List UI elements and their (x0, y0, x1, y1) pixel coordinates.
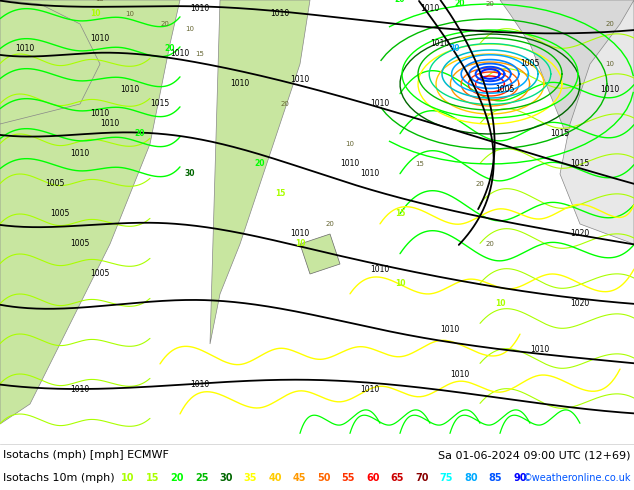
Text: 30: 30 (219, 473, 233, 483)
Text: 1010: 1010 (70, 149, 89, 158)
Text: 1005: 1005 (495, 84, 515, 94)
Text: 60: 60 (366, 473, 380, 483)
Text: 1005: 1005 (70, 240, 89, 248)
Text: 20: 20 (171, 473, 184, 483)
Text: 15: 15 (395, 210, 405, 219)
Text: 1015: 1015 (150, 99, 170, 108)
Text: 10: 10 (186, 26, 195, 32)
Text: 35: 35 (243, 473, 257, 483)
Text: 20: 20 (605, 21, 614, 27)
Text: 85: 85 (489, 473, 502, 483)
Text: 1010: 1010 (290, 229, 309, 239)
Text: 20: 20 (281, 101, 290, 107)
Polygon shape (560, 0, 634, 244)
Text: 1015: 1015 (571, 160, 590, 169)
Text: 15: 15 (275, 190, 285, 198)
Text: 55: 55 (342, 473, 355, 483)
Text: 15: 15 (96, 0, 105, 2)
Text: 40: 40 (268, 473, 281, 483)
Text: 1010: 1010 (531, 344, 550, 353)
Text: 1020: 1020 (571, 229, 590, 239)
Text: 1010: 1010 (290, 74, 309, 83)
Text: 10: 10 (605, 61, 614, 67)
Text: 1010: 1010 (360, 170, 380, 178)
Text: 65: 65 (391, 473, 404, 483)
Text: 1005: 1005 (521, 59, 540, 69)
Text: 10: 10 (495, 299, 505, 309)
Text: 50: 50 (317, 473, 331, 483)
Text: 1010: 1010 (100, 120, 120, 128)
Text: 10: 10 (121, 473, 135, 483)
Text: 1010: 1010 (441, 324, 460, 334)
Text: 10: 10 (346, 141, 354, 147)
Text: 20: 20 (135, 129, 145, 139)
Text: 90: 90 (514, 473, 527, 483)
Text: 1010: 1010 (600, 84, 619, 94)
Text: 1020: 1020 (571, 299, 590, 309)
Text: 1010: 1010 (360, 385, 380, 393)
Text: 1010: 1010 (370, 265, 390, 273)
Text: 20: 20 (395, 0, 405, 4)
Text: 25: 25 (195, 473, 208, 483)
Text: 70: 70 (415, 473, 429, 483)
Text: 1010: 1010 (430, 40, 450, 49)
Text: 1005: 1005 (45, 179, 65, 189)
Polygon shape (210, 0, 310, 344)
Text: 1010: 1010 (190, 379, 210, 389)
Text: 15: 15 (415, 161, 424, 167)
Text: 1005: 1005 (50, 210, 70, 219)
Text: 10: 10 (90, 9, 100, 19)
Text: 20: 20 (455, 0, 465, 8)
Text: 20: 20 (486, 241, 495, 247)
Text: 1010: 1010 (420, 4, 439, 14)
Text: 10: 10 (295, 240, 305, 248)
Text: 1010: 1010 (270, 9, 290, 19)
Text: 1010: 1010 (120, 84, 139, 94)
Text: 1010: 1010 (91, 109, 110, 119)
Polygon shape (300, 234, 340, 274)
Text: 20: 20 (160, 21, 169, 27)
Text: 1005: 1005 (90, 270, 110, 278)
Text: 20: 20 (476, 181, 484, 187)
Text: 1010: 1010 (15, 45, 35, 53)
Text: 1010: 1010 (70, 385, 89, 393)
Text: 20: 20 (486, 1, 495, 7)
Text: 20: 20 (255, 160, 265, 169)
Text: 1010: 1010 (370, 99, 390, 108)
Text: 1010: 1010 (450, 369, 470, 378)
Text: 1010: 1010 (340, 160, 359, 169)
Text: 20: 20 (326, 221, 335, 227)
Text: 10: 10 (395, 279, 405, 289)
Text: Isotachs (mph) [mph] ECMWF: Isotachs (mph) [mph] ECMWF (3, 450, 169, 460)
Text: 1010: 1010 (171, 49, 190, 58)
Polygon shape (0, 0, 100, 124)
Polygon shape (500, 0, 634, 164)
Text: 75: 75 (440, 473, 453, 483)
Text: 1015: 1015 (550, 129, 569, 139)
Text: 45: 45 (293, 473, 306, 483)
Text: 1010: 1010 (230, 79, 250, 89)
Text: 30: 30 (184, 170, 195, 178)
Text: 10: 10 (126, 11, 134, 17)
Text: 30: 30 (450, 45, 460, 53)
Text: 15: 15 (195, 51, 204, 57)
Text: Isotachs 10m (mph): Isotachs 10m (mph) (3, 473, 115, 483)
Text: 1010: 1010 (190, 4, 210, 14)
Polygon shape (0, 0, 180, 424)
Text: 1010: 1010 (91, 34, 110, 44)
Text: 20: 20 (165, 45, 175, 53)
Text: ©weatheronline.co.uk: ©weatheronline.co.uk (522, 473, 631, 483)
Text: 15: 15 (146, 473, 159, 483)
Text: 80: 80 (464, 473, 478, 483)
Text: Sa 01-06-2024 09:00 UTC (12+69): Sa 01-06-2024 09:00 UTC (12+69) (439, 450, 631, 460)
